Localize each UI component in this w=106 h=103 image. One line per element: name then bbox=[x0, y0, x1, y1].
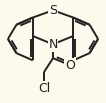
Text: S: S bbox=[49, 4, 57, 17]
Text: O: O bbox=[65, 59, 75, 72]
Text: Cl: Cl bbox=[38, 82, 50, 95]
Text: N: N bbox=[48, 38, 58, 51]
